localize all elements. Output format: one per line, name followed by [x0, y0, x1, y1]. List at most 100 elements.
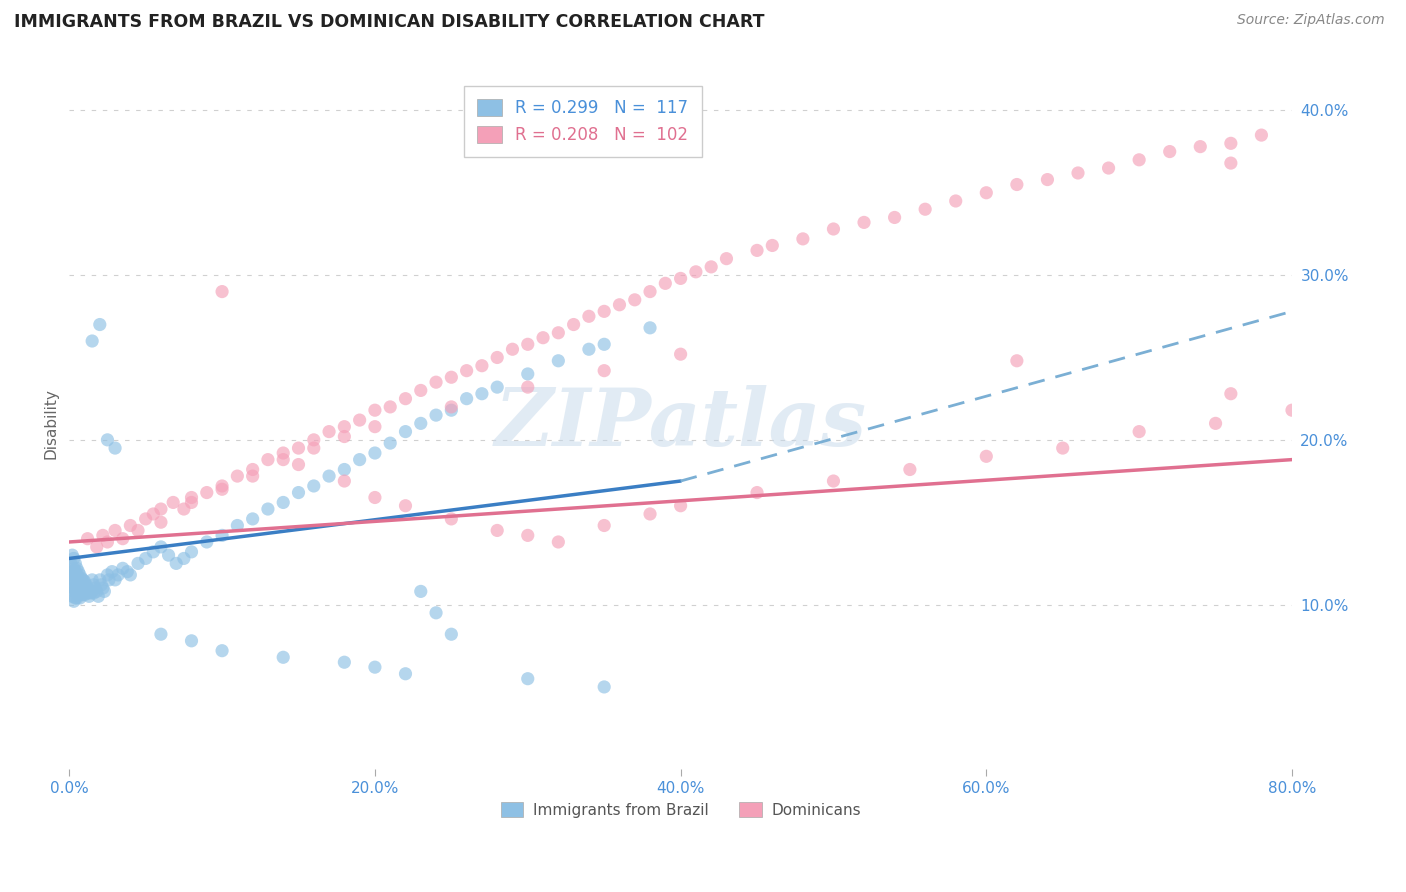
Point: [1219, 386, 1241, 401]
Point: [409, 384, 432, 398]
Point: [562, 318, 585, 332]
Point: [440, 400, 463, 414]
Point: [60, 548, 83, 562]
Point: [898, 462, 921, 476]
Text: IMMIGRANTS FROM BRAZIL VS DOMINICAN DISABILITY CORRELATION CHART: IMMIGRANTS FROM BRAZIL VS DOMINICAN DISA…: [14, 13, 765, 31]
Point: [440, 512, 463, 526]
Point: [380, 436, 402, 450]
Point: [333, 429, 356, 443]
Point: [974, 450, 997, 464]
Point: [745, 485, 768, 500]
Point: [700, 260, 723, 274]
Point: [380, 400, 402, 414]
Point: [1052, 441, 1074, 455]
Point: [287, 441, 309, 455]
Point: [333, 419, 356, 434]
Point: [287, 485, 309, 500]
Point: [66, 568, 89, 582]
Point: [96, 568, 118, 582]
Point: [1281, 403, 1303, 417]
Point: [63, 568, 86, 582]
Point: [1205, 417, 1227, 431]
Point: [73, 588, 96, 602]
Point: [394, 666, 416, 681]
Point: [226, 518, 249, 533]
Point: [271, 452, 294, 467]
Point: [271, 446, 294, 460]
Point: [1128, 153, 1150, 167]
Point: [211, 528, 233, 542]
Point: [111, 561, 134, 575]
Point: [107, 568, 129, 582]
Point: [83, 586, 105, 600]
Point: [60, 590, 83, 604]
Point: [486, 524, 509, 538]
Point: [654, 277, 676, 291]
Point: [318, 425, 340, 439]
Point: [593, 304, 616, 318]
Point: [333, 474, 356, 488]
Point: [761, 238, 783, 252]
Point: [82, 584, 104, 599]
Point: [89, 318, 111, 332]
Point: [271, 495, 294, 509]
Point: [257, 452, 280, 467]
Point: [63, 573, 86, 587]
Point: [211, 483, 233, 497]
Point: [1005, 178, 1028, 192]
Point: [72, 588, 94, 602]
Point: [173, 551, 195, 566]
Point: [394, 392, 416, 406]
Point: [60, 565, 83, 579]
Point: [945, 194, 967, 208]
Point: [66, 584, 89, 599]
Point: [516, 380, 538, 394]
Point: [69, 568, 91, 582]
Point: [302, 433, 325, 447]
Point: [364, 446, 387, 460]
Point: [149, 502, 172, 516]
Point: [257, 502, 280, 516]
Point: [59, 557, 82, 571]
Point: [823, 474, 845, 488]
Point: [149, 627, 172, 641]
Point: [67, 573, 90, 587]
Point: [66, 591, 89, 605]
Point: [96, 535, 118, 549]
Point: [456, 364, 478, 378]
Point: [1189, 139, 1212, 153]
Point: [135, 551, 157, 566]
Point: [66, 578, 89, 592]
Point: [75, 578, 97, 592]
Point: [120, 568, 142, 582]
Point: [98, 573, 121, 587]
Point: [547, 353, 569, 368]
Point: [91, 581, 114, 595]
Point: [471, 359, 494, 373]
Point: [82, 334, 104, 348]
Point: [287, 458, 309, 472]
Point: [745, 244, 768, 258]
Point: [73, 581, 96, 595]
Point: [425, 375, 447, 389]
Point: [685, 265, 707, 279]
Point: [180, 495, 202, 509]
Point: [609, 298, 631, 312]
Point: [394, 499, 416, 513]
Point: [716, 252, 738, 266]
Point: [486, 351, 509, 365]
Point: [77, 584, 100, 599]
Point: [425, 408, 447, 422]
Point: [1219, 156, 1241, 170]
Point: [349, 452, 371, 467]
Point: [162, 495, 184, 509]
Point: [211, 285, 233, 299]
Point: [883, 211, 905, 225]
Point: [1128, 425, 1150, 439]
Point: [578, 343, 600, 357]
Point: [456, 392, 478, 406]
Point: [66, 561, 89, 575]
Point: [578, 310, 600, 324]
Point: [127, 557, 149, 571]
Point: [173, 502, 195, 516]
